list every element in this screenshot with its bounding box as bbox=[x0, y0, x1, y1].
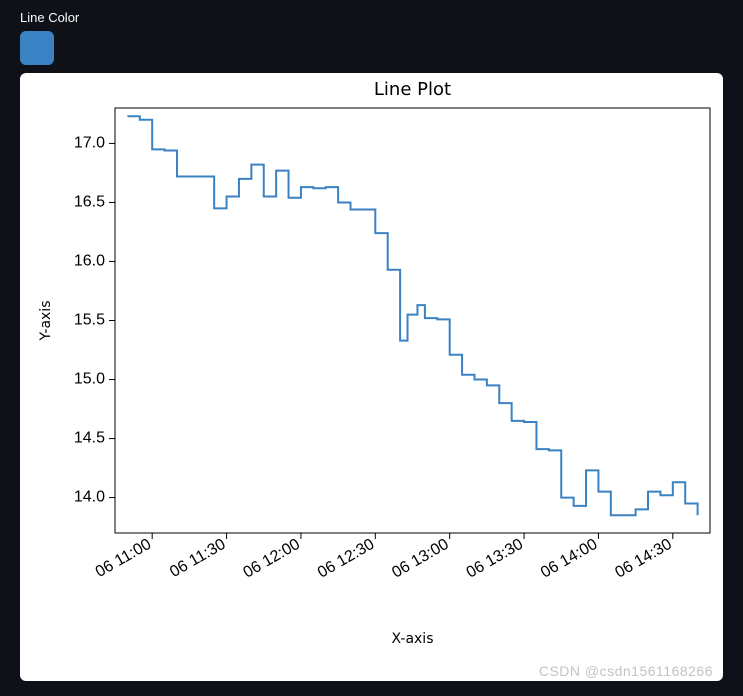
chart-title: Line Plot bbox=[374, 79, 451, 100]
x-tick-label: 06 11:30 bbox=[167, 536, 228, 581]
x-axis-label: X-axis bbox=[392, 631, 434, 647]
color-swatch[interactable] bbox=[20, 31, 54, 65]
x-tick-label: 06 14:30 bbox=[612, 536, 675, 582]
x-tick-label: 06 13:30 bbox=[464, 536, 527, 582]
x-tick-label: 06 12:30 bbox=[315, 536, 378, 582]
chart-container: Line Plot 14.0 14.5 15.0 15.5 16.0 16.5 17.0 Y-a… bbox=[20, 73, 723, 681]
color-picker-label: Line Color bbox=[20, 10, 723, 25]
y-tick-label: 16.5 bbox=[74, 193, 105, 210]
x-tick-label: 06 12:00 bbox=[241, 536, 304, 582]
x-tick-label: 06 14:00 bbox=[538, 536, 601, 582]
y-tick-label: 15.5 bbox=[74, 312, 105, 329]
x-tick-label: 06 11:00 bbox=[93, 536, 154, 581]
y-tick-label: 15.0 bbox=[74, 371, 105, 388]
y-axis-label: Y-axis bbox=[38, 301, 54, 342]
y-tick-label: 16.0 bbox=[74, 252, 105, 269]
data-line bbox=[127, 116, 697, 515]
line-plot: Line Plot 14.0 14.5 15.0 15.5 16.0 16.5 17.0 Y-a… bbox=[20, 73, 723, 681]
y-tick-label: 14.5 bbox=[74, 430, 105, 447]
y-tick-label: 14.0 bbox=[74, 489, 105, 506]
x-tick-label: 06 13:00 bbox=[389, 536, 452, 582]
y-tick-label: 17.0 bbox=[74, 134, 105, 151]
